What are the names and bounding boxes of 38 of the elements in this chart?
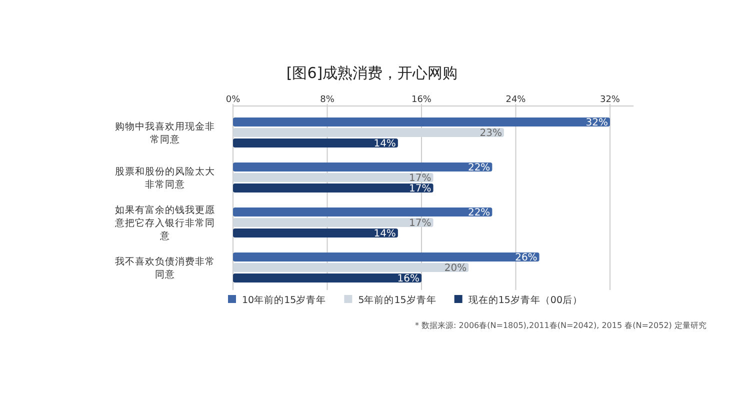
data-label: 17%: [409, 173, 432, 184]
bar: [233, 263, 469, 272]
data-label: 26%: [515, 252, 538, 264]
data-label: 22%: [468, 162, 490, 174]
bar: [233, 173, 434, 182]
data-label: 14%: [374, 228, 396, 240]
data-label: 17%: [409, 184, 432, 194]
x-tick-label: 32%: [600, 95, 620, 105]
data-label: 32%: [586, 118, 608, 128]
y-tick-label: 购物中我喜欢用现金非常同意: [115, 120, 215, 146]
bar: [233, 118, 610, 126]
data-label: 22%: [468, 208, 490, 218]
text: * 数据来源: 2006春(N=1805),2011春(N=2042), 2015 春(N=2052) 定量研究: [415, 321, 706, 330]
bar: [233, 228, 398, 238]
y-tick-label: 股票和股份的风险太大非常同意: [115, 166, 215, 190]
bar: [233, 208, 492, 216]
x-tick-label: 0%: [226, 95, 241, 105]
data-label: 14%: [374, 138, 396, 150]
x-tick-label: 8%: [320, 95, 335, 105]
legend-label: 5年前的15岁青年: [358, 294, 436, 306]
bar: [233, 274, 422, 282]
data-label: 20%: [444, 263, 467, 274]
x-tick-label: 24%: [506, 95, 526, 105]
chart-title: [图6]成熟消费，开心网购: [286, 64, 458, 82]
legend-label: 现在的15岁青年（00后）: [468, 294, 583, 306]
x-tick-label: 16%: [411, 95, 432, 105]
y-tick-label: 我不喜欢负债消费非常同意: [115, 256, 215, 280]
y-tick-label: 如果有富余的钱我更愿意把它存入银行非常同意: [114, 204, 215, 242]
bar: [233, 184, 434, 192]
bar: [233, 162, 492, 172]
bar: [233, 252, 540, 262]
legend-label: 10年前的15岁青年: [242, 294, 326, 306]
bar: [233, 138, 398, 148]
data-label: 16%: [397, 274, 420, 284]
bar: [233, 218, 434, 227]
data-label: 23%: [480, 128, 502, 139]
data-label: 17%: [409, 218, 432, 229]
bar: [233, 128, 504, 137]
